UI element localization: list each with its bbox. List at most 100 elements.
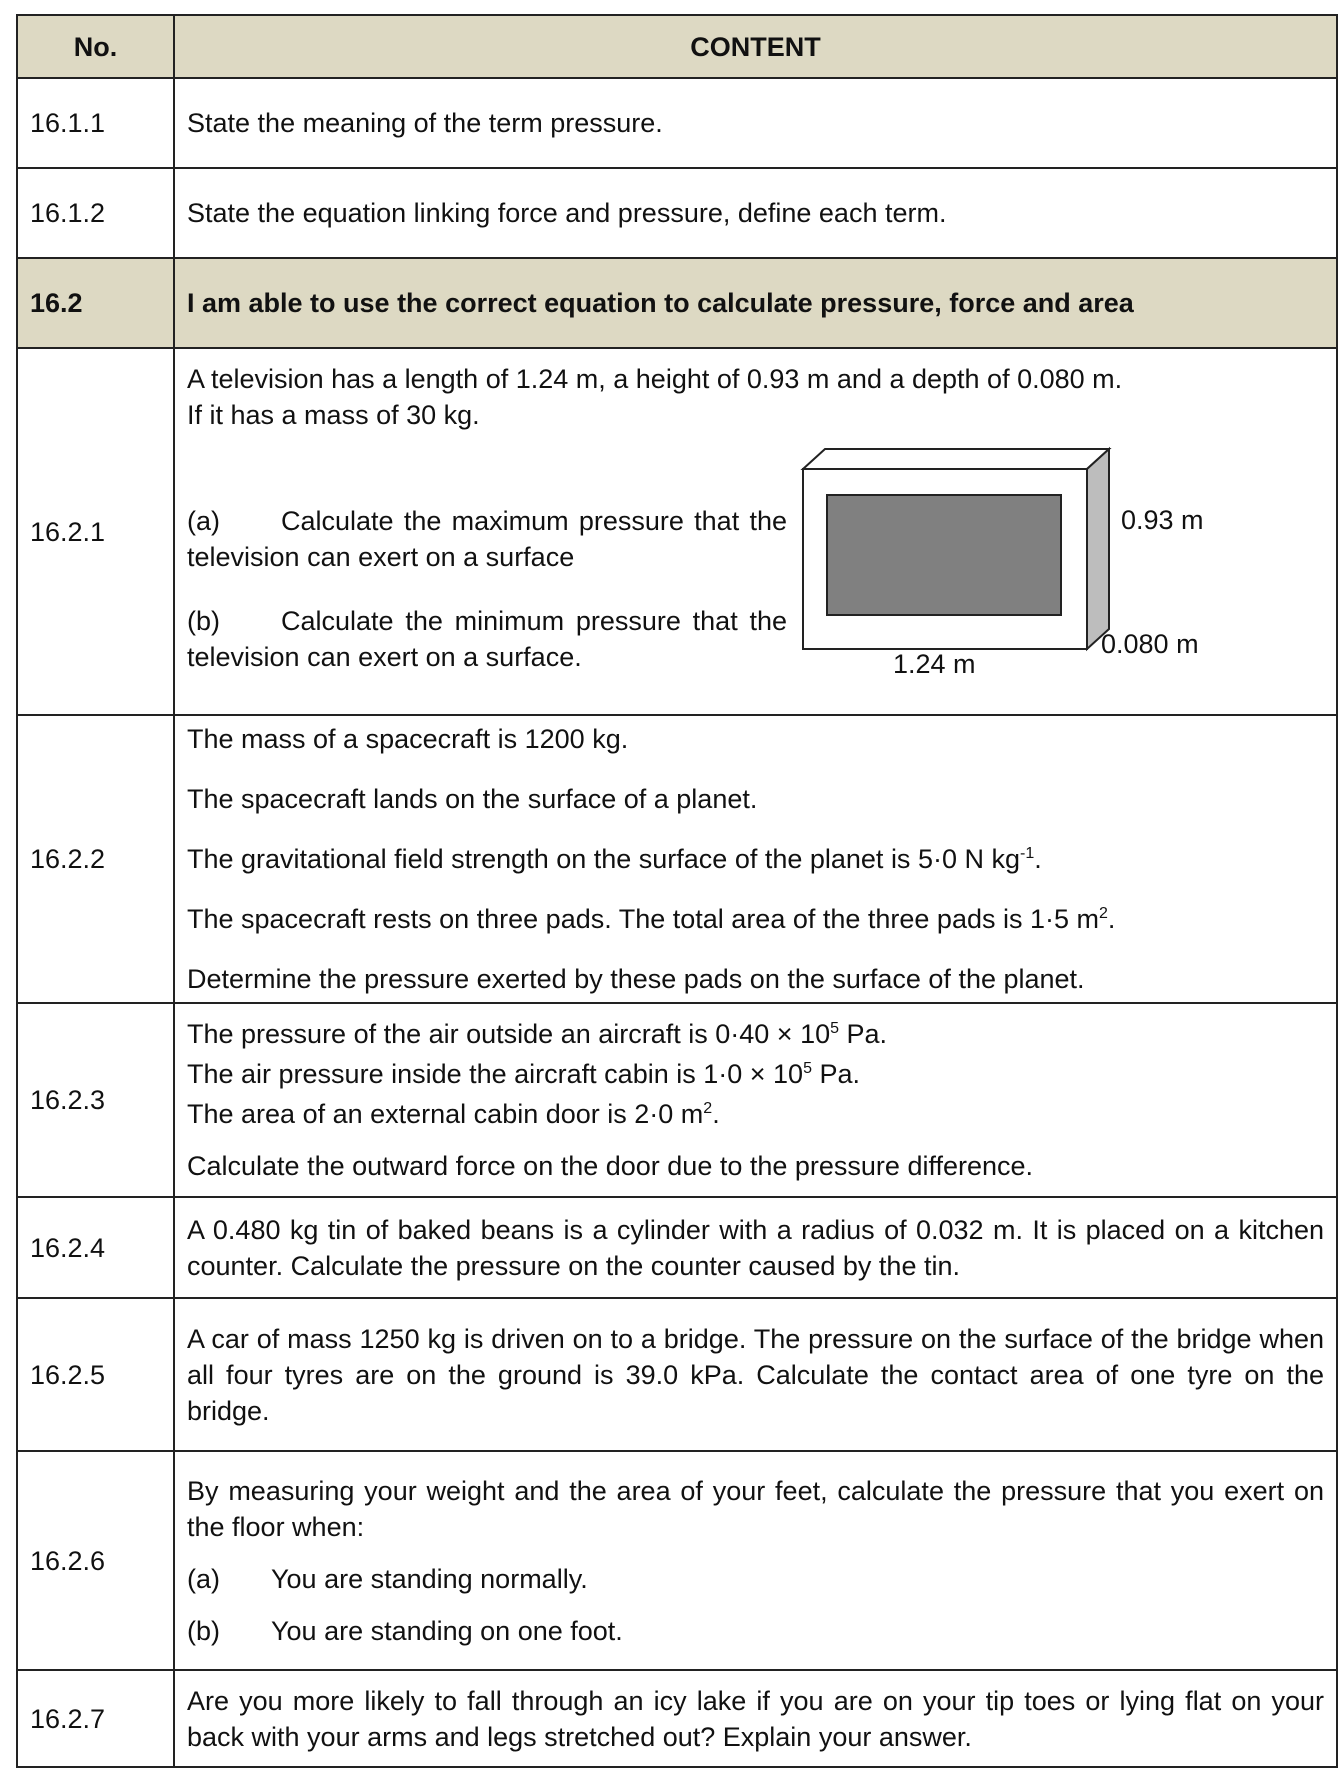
text: The mass of a spacecraft is 1200 kg. xyxy=(187,724,629,754)
row-content: Are you more likely to fall through an i… xyxy=(173,1669,1338,1768)
text: . xyxy=(712,1099,720,1129)
text: A 0.480 kg tin of baked beans is a cylin… xyxy=(187,1214,1324,1281)
height-label: 0.93 m xyxy=(1121,505,1204,535)
paragraph: By measuring your weight and the area of… xyxy=(187,1473,1324,1545)
paragraph: A 0.480 kg tin of baked beans is a cylin… xyxy=(187,1212,1324,1284)
tv-diagram: 0.93 m 0.080 m 1.24 m xyxy=(800,446,1204,679)
superscript: 2 xyxy=(1099,905,1108,922)
paragraph: The gravitational field strength on the … xyxy=(187,841,1324,877)
header-row: No. CONTENT xyxy=(16,14,1338,79)
text: Pa. xyxy=(839,1019,888,1049)
text: The gravitational field strength on the … xyxy=(187,844,1020,874)
length-label: 1.24 m xyxy=(893,649,976,679)
paragraph: I am able to use the correct equation to… xyxy=(187,285,1324,321)
text: . xyxy=(1107,904,1116,934)
superscript: 5 xyxy=(830,1020,840,1037)
paragraph: Determine the pressure exerted by these … xyxy=(187,961,1324,997)
part: (b) Calculate the minimum pressure that t… xyxy=(187,603,787,675)
row-number: 16.2.6 xyxy=(16,1450,175,1671)
paragraph: (b) Calculate the minimum pressure that t… xyxy=(187,603,787,675)
paragraph: The spacecraft rests on three pads. The … xyxy=(187,901,1324,937)
row: 16.1.1 State the meaning of the term pre… xyxy=(16,77,1338,169)
paragraph: The mass of a spacecraft is 1200 kg. xyxy=(187,721,1324,757)
tv-side xyxy=(1086,446,1110,652)
text: State the meaning of the term pressure. xyxy=(187,108,663,138)
part-label: (b) xyxy=(187,1615,220,1646)
section-row: 16.2 I am able to use the correct equati… xyxy=(16,257,1338,349)
text: Are you more likely to fall through an i… xyxy=(187,1685,1324,1752)
row-number: 16.2 xyxy=(16,257,175,349)
row-number: 16.2.2 xyxy=(16,714,175,1004)
paragraph: The spacecraft lands on the surface of a… xyxy=(187,781,1324,817)
part-label: (b) xyxy=(187,606,220,636)
paragraph: The air pressure inside the aircraft cab… xyxy=(187,1056,1324,1092)
tv-screen xyxy=(826,494,1062,616)
paragraph: State the meaning of the term pressure. xyxy=(187,105,1324,141)
text: State the equation linking force and pre… xyxy=(187,198,947,228)
row-number: 16.1.1 xyxy=(16,77,175,169)
row: 16.2.4 A 0.480 kg tin of baked beans is … xyxy=(16,1196,1338,1299)
row-number: 16.2.3 xyxy=(16,1002,175,1198)
paragraph: The area of an external cabin door is 2·… xyxy=(187,1096,1324,1132)
superscript: 2 xyxy=(703,1100,713,1117)
part-label: (a) xyxy=(187,506,220,536)
row: 16.2.6 By measuring your weight and the … xyxy=(16,1450,1338,1671)
header-number: No. xyxy=(16,14,175,79)
text: If it has a mass of 30 kg. xyxy=(187,400,480,430)
row: 16.2.3 The pressure of the air outside a… xyxy=(16,1002,1338,1198)
part: (b) You are standing on one foot. xyxy=(187,1613,1324,1649)
paragraph: A car of mass 1250 kg is driven on to a … xyxy=(187,1321,1324,1429)
text: The spacecraft lands on the surface of a… xyxy=(187,784,758,814)
tv-question: A television has a length of 1.24 m, a h… xyxy=(187,361,1324,701)
part: (a) Calculate the maximum pressure that t… xyxy=(187,503,787,575)
text: Determine the pressure exerted by these … xyxy=(187,964,1085,994)
row-content: The mass of a spacecraft is 1200 kg. The… xyxy=(173,714,1338,1004)
text: The air pressure inside the aircraft cab… xyxy=(187,1059,804,1089)
row: 16.2.7 Are you more likely to fall throu… xyxy=(16,1669,1338,1768)
row-content: A car of mass 1250 kg is driven on to a … xyxy=(173,1297,1338,1452)
content-table: No. CONTENT 16.1.1 State the meaning of … xyxy=(16,14,1338,1768)
paragraph: (a) Calculate the maximum pressure that t… xyxy=(187,503,787,575)
paragraph: State the equation linking force and pre… xyxy=(187,195,1324,231)
paragraph: If it has a mass of 30 kg. xyxy=(187,397,1324,433)
text: Pa. xyxy=(811,1059,860,1089)
paragraph: A television has a length of 1.24 m, a h… xyxy=(187,361,1324,397)
row-content: State the meaning of the term pressure. xyxy=(173,77,1338,169)
superscript: 5 xyxy=(803,1060,812,1077)
row-number: 16.2.1 xyxy=(16,347,175,716)
text: Calculate the minimum pressure that the … xyxy=(187,606,787,672)
part-label: (a) xyxy=(187,1563,220,1594)
row-content: I am able to use the correct equation to… xyxy=(173,257,1338,349)
text: The area of an external cabin door is 2·… xyxy=(187,1099,704,1129)
text: You are standing normally. xyxy=(271,1563,588,1594)
row-number: 16.2.7 xyxy=(16,1669,175,1768)
paragraph: The pressure of the air outside an aircr… xyxy=(187,1016,1324,1052)
text: Calculate the outward force on the door … xyxy=(187,1151,1034,1181)
text: The pressure of the air outside an aircr… xyxy=(187,1019,831,1049)
header-content: CONTENT xyxy=(173,14,1338,79)
text: Calculate the maximum pressure that the … xyxy=(187,506,787,572)
row: 16.2.5 A car of mass 1250 kg is driven o… xyxy=(16,1297,1338,1452)
row-content: State the equation linking force and pre… xyxy=(173,167,1338,259)
text: A car of mass 1250 kg is driven on to a … xyxy=(187,1323,1324,1426)
row: 16.1.2 State the equation linking force … xyxy=(16,167,1338,259)
text: . xyxy=(1034,844,1042,874)
text: You are standing on one foot. xyxy=(271,1615,623,1646)
text: I am able to use the correct equation to… xyxy=(187,288,1134,318)
row-content: A television has a length of 1.24 m, a h… xyxy=(173,347,1338,716)
row-number: 16.2.4 xyxy=(16,1196,175,1299)
row: 16.2.2 The mass of a spacecraft is 1200 … xyxy=(16,714,1338,1004)
row-number: 16.1.2 xyxy=(16,167,175,259)
paragraph: Calculate the outward force on the door … xyxy=(187,1148,1324,1184)
part: (a) You are standing normally. xyxy=(187,1561,1324,1597)
row-content: A 0.480 kg tin of baked beans is a cylin… xyxy=(173,1196,1338,1299)
row-number: 16.2.5 xyxy=(16,1297,175,1452)
row-content: The pressure of the air outside an aircr… xyxy=(173,1002,1338,1198)
superscript: -1 xyxy=(1019,845,1035,862)
text: By measuring your weight and the area of… xyxy=(187,1475,1324,1542)
row: 16.2.1 A television has a length of 1.24… xyxy=(16,347,1338,716)
paragraph: Are you more likely to fall through an i… xyxy=(187,1683,1324,1755)
row-content: By measuring your weight and the area of… xyxy=(173,1450,1338,1671)
